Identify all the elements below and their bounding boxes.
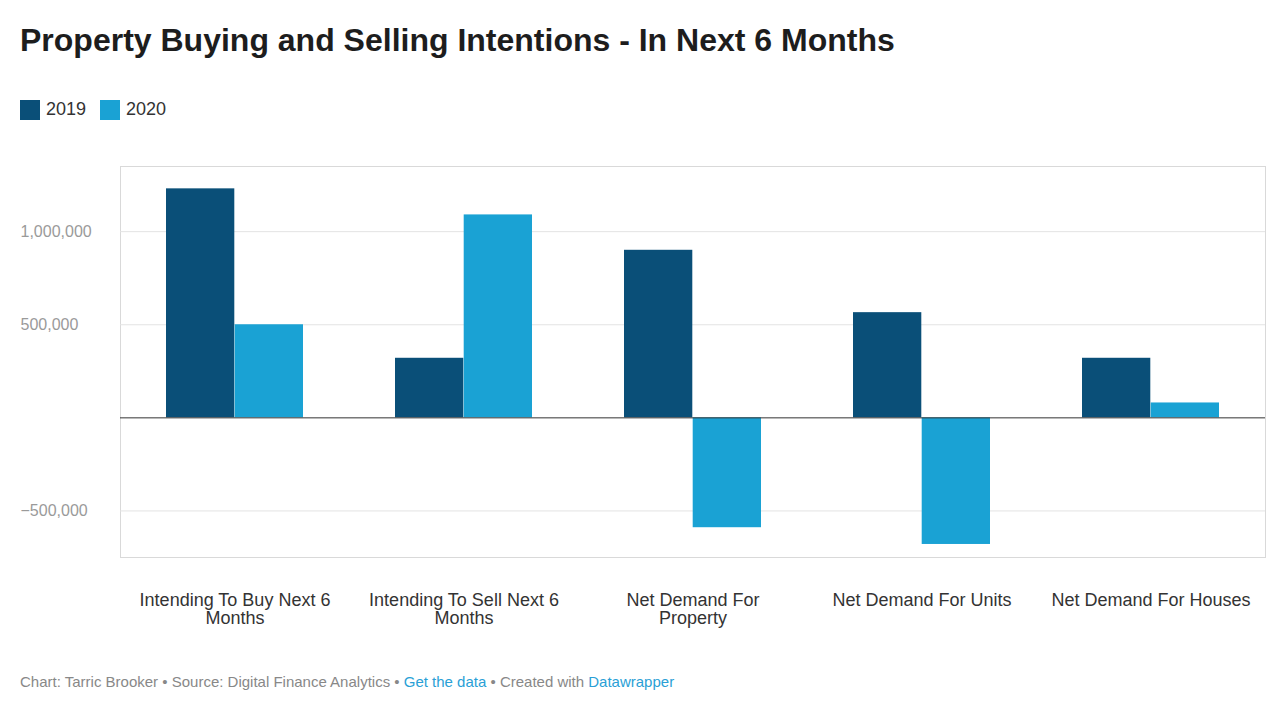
svg-text:−500,000: −500,000: [21, 502, 88, 519]
svg-text:Intending To Buy Next 6Months: Intending To Buy Next 6Months: [140, 590, 331, 628]
svg-text:Net Demand ForProperty: Net Demand ForProperty: [626, 590, 759, 628]
svg-text:1,000,000: 1,000,000: [21, 223, 92, 240]
svg-text:Net Demand For Houses: Net Demand For Houses: [1051, 590, 1250, 610]
html-text:Chart: Tarric Brooker • Source: Chart: Tarric Brooker • Source: Digital …: [20, 673, 675, 690]
html-text:2020: 2020: [126, 99, 167, 119]
svg-text:Intending To Sell Next 6Months: Intending To Sell Next 6Months: [369, 590, 559, 628]
svg-text:Net Demand For Units: Net Demand For Units: [832, 590, 1011, 610]
svg-text:500,000: 500,000: [21, 316, 79, 333]
html-text:Property Buying and Selling In: Property Buying and Selling Intentions -…: [20, 22, 895, 58]
html-text:2019: 2019: [46, 99, 86, 119]
